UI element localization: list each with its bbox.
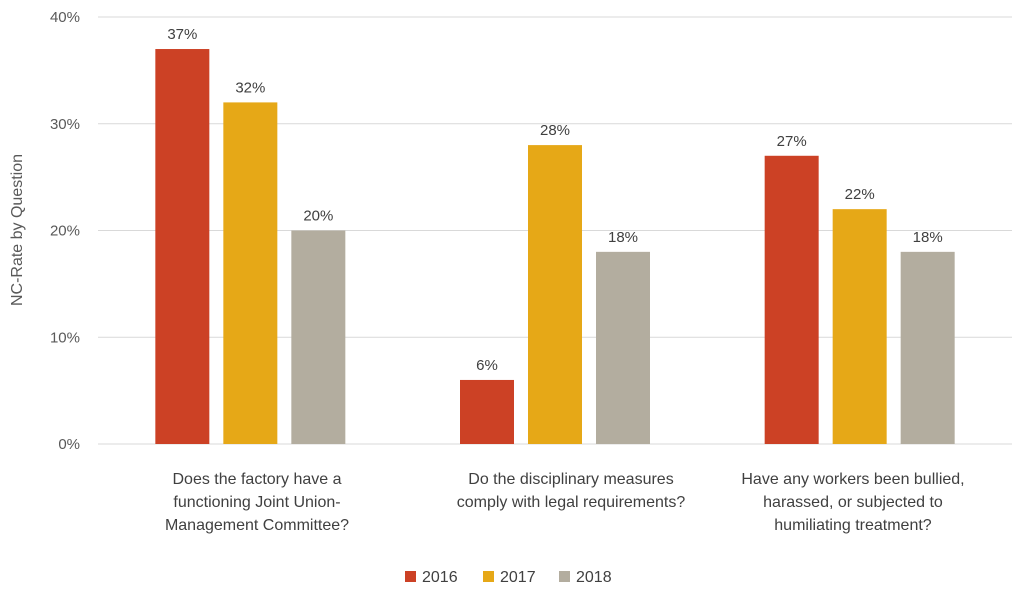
bar-2018	[596, 251, 650, 444]
y-tick-label: 10%	[50, 329, 80, 346]
legend-label: 2017	[500, 569, 536, 586]
legend-swatch-2018	[559, 571, 570, 582]
bar-2018	[291, 230, 346, 444]
data-label: 6%	[476, 357, 498, 374]
y-tick-label: 20%	[50, 223, 80, 240]
bar-2018	[900, 251, 955, 444]
y-axis-ticks: 0% 10% 20% 30% 40%	[50, 9, 80, 453]
data-label: 27%	[777, 133, 807, 150]
y-tick-label: 0%	[58, 436, 80, 453]
data-label: 18%	[608, 229, 638, 246]
data-label: 20%	[303, 208, 333, 225]
legend-label: 2016	[422, 569, 458, 586]
bar-2016	[155, 49, 210, 445]
bar-2017	[223, 102, 278, 445]
legend-swatch-2017	[483, 571, 494, 582]
data-label: 22%	[845, 186, 875, 203]
legend: 2016 2017 2018	[405, 569, 612, 586]
legend-swatch-2016	[405, 571, 416, 582]
y-tick-label: 30%	[50, 116, 80, 133]
bar-2016	[460, 379, 514, 444]
data-label: 18%	[913, 229, 943, 246]
category-label: Have any workers been bullied, harassed, …	[741, 471, 964, 534]
bars	[155, 49, 955, 445]
bar-2017	[528, 145, 582, 444]
bar-2017	[832, 209, 887, 444]
y-axis-title: NC-Rate by Question	[9, 154, 26, 306]
legend-label: 2018	[576, 569, 612, 586]
category-label: Do the disciplinary measures comply with …	[457, 471, 686, 511]
y-tick-label: 40%	[50, 9, 80, 26]
data-label: 32%	[235, 79, 265, 96]
data-label: 37%	[167, 26, 197, 43]
data-labels: 37% 32% 20% 6% 28% 18% 27% 22% 18%	[167, 26, 942, 374]
data-label: 28%	[540, 122, 570, 139]
bar-2016	[764, 155, 819, 444]
category-label: Does the factory have a functioning Joint…	[165, 471, 349, 534]
category-labels: Does the factory have a functioning Joint…	[165, 471, 965, 534]
